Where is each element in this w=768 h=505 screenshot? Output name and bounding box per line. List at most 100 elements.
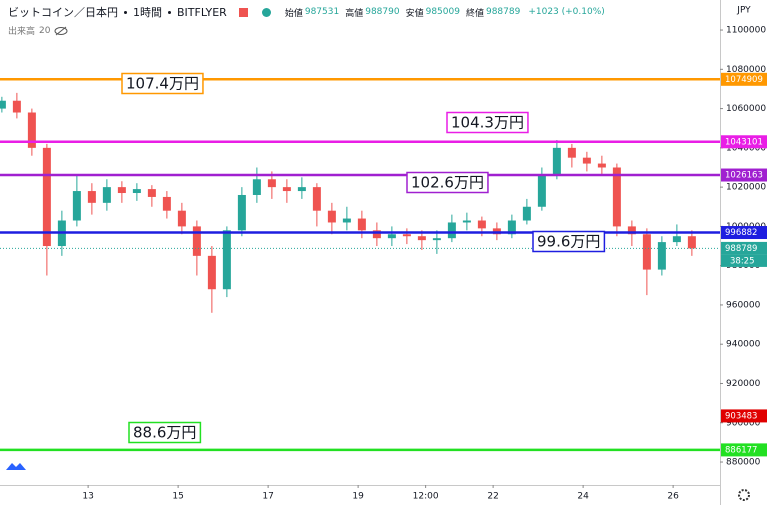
candle-body bbox=[207, 255, 216, 290]
candle-body bbox=[357, 218, 366, 231]
x-tick-label: 26 bbox=[667, 492, 679, 502]
annotation-box bbox=[406, 171, 489, 194]
y-tick-label: 1060000 bbox=[726, 104, 766, 114]
annotation-box bbox=[128, 421, 202, 444]
candle-body bbox=[372, 230, 381, 239]
y-tick-label: 1080000 bbox=[726, 65, 766, 75]
candle-body bbox=[327, 210, 336, 223]
flag-icon[interactable] bbox=[238, 7, 248, 17]
currency: JPY bbox=[736, 6, 751, 16]
level-badge bbox=[721, 135, 767, 149]
candle-body bbox=[417, 236, 426, 241]
candle-body bbox=[27, 112, 36, 148]
annotation-box bbox=[121, 72, 204, 95]
candle-body bbox=[597, 163, 606, 168]
level-badge bbox=[721, 443, 767, 457]
candle-body bbox=[117, 187, 126, 194]
ohlc-value: 988789 bbox=[485, 7, 521, 17]
annotation: 104.3万円 bbox=[446, 111, 529, 134]
level-badge-text: 1074909 bbox=[725, 75, 763, 85]
logo[interactable] bbox=[6, 463, 26, 470]
ohlc-value: 985009 bbox=[425, 7, 460, 17]
candle-body bbox=[642, 234, 651, 270]
x-tick-label: 13 bbox=[82, 492, 93, 502]
candle-body bbox=[522, 206, 531, 221]
ohlc-value: 987531 bbox=[304, 7, 340, 17]
separator bbox=[124, 10, 127, 14]
candle-body bbox=[687, 236, 696, 249]
x-tick-label: 22 bbox=[487, 492, 498, 502]
ohlc-label: 高値 bbox=[345, 8, 364, 19]
x-tick-label: 17 bbox=[262, 492, 273, 502]
candle-body bbox=[612, 167, 621, 227]
y-tick-label: 880000 bbox=[726, 458, 761, 468]
annotation-text: 107.4万円 bbox=[126, 75, 199, 93]
annotation: 102.6万円 bbox=[406, 171, 489, 194]
level-badge-text: 996882 bbox=[725, 228, 757, 238]
change: +1023 (+0.10%) bbox=[528, 7, 605, 17]
candle-body bbox=[582, 157, 591, 164]
countdown: 38:25 bbox=[730, 256, 755, 266]
annotation-text: 99.6万円 bbox=[537, 233, 600, 251]
candle-body bbox=[132, 189, 141, 194]
candle-body bbox=[87, 191, 96, 203]
level-badge bbox=[721, 226, 767, 240]
volume-label: 出来高 bbox=[8, 27, 36, 37]
candle-body bbox=[147, 189, 156, 197]
y-tick-label: 960000 bbox=[726, 300, 761, 310]
candle-body bbox=[177, 210, 186, 227]
candle-body bbox=[552, 147, 561, 176]
volume-value: 20 bbox=[39, 25, 51, 36]
ohlc-label: 終値 bbox=[465, 8, 484, 19]
annotation-text: 104.3万円 bbox=[451, 114, 524, 132]
annotation-text: 88.6万円 bbox=[133, 424, 196, 442]
last-price-badge bbox=[721, 241, 767, 255]
candle-body bbox=[192, 226, 201, 256]
ohlc-value: 988790 bbox=[365, 7, 400, 17]
ohlc-label: 始値 bbox=[284, 8, 303, 19]
separator bbox=[168, 10, 171, 14]
x-tick-label: 15 bbox=[172, 492, 183, 502]
candle-body bbox=[672, 236, 681, 243]
candle-body bbox=[267, 179, 276, 188]
annotation-box bbox=[532, 230, 606, 253]
candle-body bbox=[432, 238, 441, 241]
candle-body bbox=[627, 226, 636, 235]
candle-body bbox=[657, 242, 666, 270]
candle-body bbox=[252, 179, 261, 195]
ohlc-label: 安値 bbox=[405, 8, 424, 19]
y-tick-label: 1100000 bbox=[726, 26, 766, 36]
candle-body bbox=[387, 234, 396, 239]
candle-body bbox=[237, 194, 246, 231]
interval: 1時間 bbox=[133, 6, 162, 19]
header: ビットコイン／日本円 1時間 BITFLYER 始値 987531 高値 988790… bbox=[8, 4, 609, 20]
status-icon[interactable] bbox=[261, 7, 271, 17]
candle-body bbox=[297, 187, 306, 192]
eye-icon[interactable] bbox=[54, 26, 68, 36]
candle-body bbox=[42, 147, 51, 247]
y-tick-label: 1040000 bbox=[726, 143, 766, 153]
annotation: 88.6万円 bbox=[128, 421, 202, 444]
candle-body bbox=[222, 230, 231, 290]
settings-icon[interactable] bbox=[738, 489, 750, 501]
level-badge-text: 886177 bbox=[725, 445, 757, 455]
candle-body bbox=[312, 187, 321, 211]
annotation-box bbox=[446, 111, 529, 134]
candle-body bbox=[72, 191, 81, 221]
x-tick-label: 19 bbox=[352, 492, 364, 502]
candle-body bbox=[162, 196, 171, 211]
x-axis-bg bbox=[0, 485, 720, 505]
volume: 出来高 20 bbox=[8, 24, 68, 37]
symbol: ビットコイン／日本円 bbox=[8, 6, 118, 19]
exchange: BITFLYER bbox=[177, 5, 227, 19]
annotation: 107.4万円 bbox=[121, 72, 204, 95]
y-tick-label: 920000 bbox=[726, 379, 761, 389]
marker-badge-text: 903483 bbox=[725, 411, 757, 421]
last-price-badge-text: 988789 bbox=[725, 244, 757, 254]
y-tick-label: 900000 bbox=[726, 418, 761, 428]
candle-body bbox=[0, 100, 6, 109]
candle-body bbox=[477, 220, 486, 229]
candle-body bbox=[342, 218, 351, 223]
x-tick-label: 24 bbox=[577, 492, 589, 502]
